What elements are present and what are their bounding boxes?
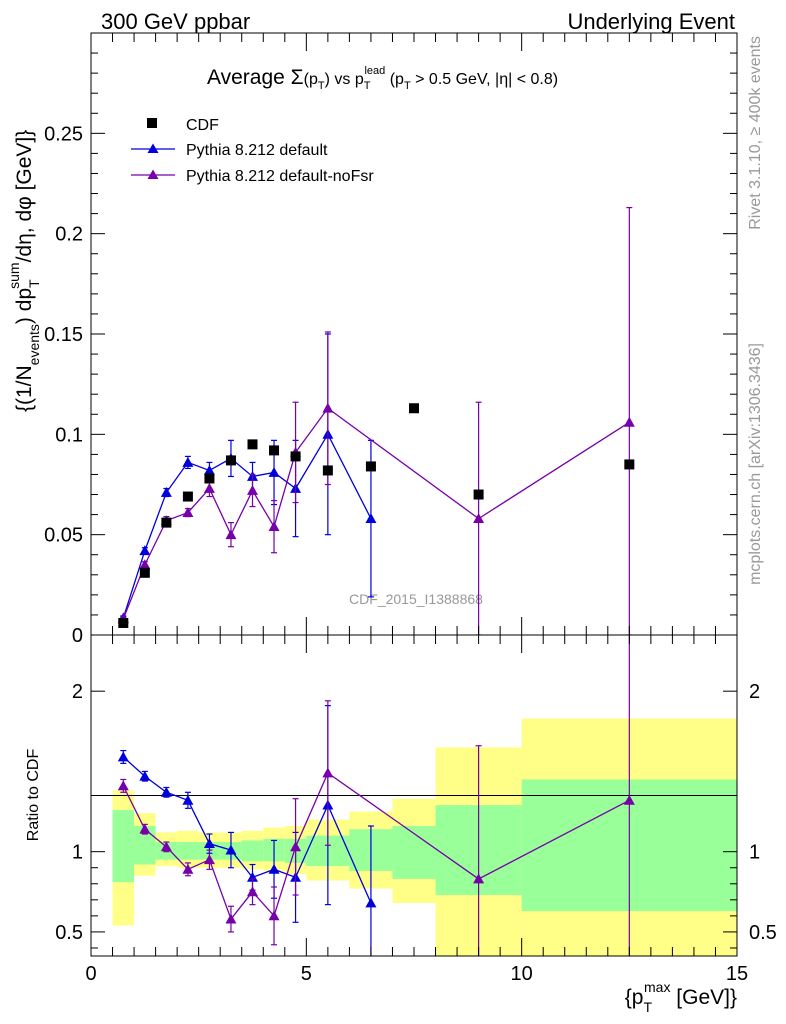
- ratio-y-tick-label: 0.5: [55, 922, 83, 944]
- main-marker-noFsr: [268, 521, 280, 532]
- ratio-y-tick-label-right: 1: [749, 842, 760, 864]
- cdf-data-point: [269, 445, 280, 456]
- ratio-marker-noFsr: [623, 794, 635, 805]
- main-marker-noFsr: [225, 529, 237, 540]
- cdf-data-point: [365, 461, 376, 472]
- main-marker-default: [203, 464, 215, 475]
- main-marker-default: [268, 466, 280, 477]
- ratio-marker-noFsr: [160, 841, 172, 852]
- y-tick-label: 0.1: [55, 424, 83, 446]
- main-line-noFsr: [122, 407, 630, 620]
- cdf-data-point: [624, 459, 635, 470]
- ratio-marker-default: [160, 786, 172, 797]
- uncertainty-band-inner: [177, 842, 199, 860]
- ratio-marker-noFsr: [203, 854, 215, 865]
- main-marker-noFsr: [473, 513, 485, 524]
- ratio-y-tick-label: 1: [72, 842, 83, 864]
- legend-label-nofsr: Pythia 8.212 default-noFsr: [186, 168, 374, 185]
- ratio-y-tick-label-right: 2: [749, 681, 760, 703]
- ratio-marker-default: [365, 897, 377, 908]
- ratio-marker-default: [117, 751, 129, 762]
- cdf-data-point: [161, 517, 172, 528]
- cdf-data-point: [290, 451, 301, 462]
- ratio-marker-default: [139, 770, 151, 781]
- uncertainty-band-inner: [112, 809, 135, 883]
- legend-label-cdf: CDF: [186, 117, 219, 134]
- ratio-marker-default: [203, 838, 215, 849]
- ratio-x-tick-label: 5: [301, 963, 312, 985]
- ratio-marker-noFsr: [322, 767, 334, 778]
- cdf-data-point: [225, 455, 236, 466]
- cdf-data-point: [182, 491, 193, 502]
- mcplots-label: mcplots.cern.ch [arXiv:1306.3436]: [747, 343, 764, 585]
- y-tick-label: 0.15: [44, 324, 83, 346]
- main-marker-noFsr: [322, 402, 334, 413]
- y-tick-label: 0.2: [55, 224, 83, 246]
- legend-marker-cdf: [147, 118, 157, 128]
- ratio-marker-noFsr: [139, 823, 151, 834]
- ratio-marker-noFsr: [290, 841, 302, 852]
- main-marker-default: [139, 545, 151, 556]
- ratio-marker-noFsr: [117, 780, 129, 791]
- cdf-data-point: [204, 473, 215, 484]
- y-tick-label: 0: [72, 625, 83, 647]
- y-tick-label: 0.25: [44, 123, 83, 145]
- ratio-marker-default: [225, 844, 237, 855]
- main-marker-default: [365, 513, 377, 524]
- main-ylabel: {(1/Nevents) dpTsum/dη, dφ [GeV]}: [6, 130, 42, 412]
- ratio-marker-default: [268, 863, 280, 874]
- main-line-default: [122, 432, 372, 619]
- main-marker-noFsr: [182, 507, 194, 517]
- analysis-watermark: CDF_2015_I1388868: [349, 591, 483, 607]
- cdf-data-point: [247, 439, 258, 450]
- ratio-xlabel: {pTmax [GeV]}: [625, 979, 737, 1015]
- ratio-marker-noFsr: [473, 873, 485, 884]
- ratio-line-noFsr: [122, 772, 630, 921]
- ratio-ylabel: Ratio to CDF: [25, 749, 42, 842]
- main-panel: Average Σ(pT) vs pTlead (pT > 0.5 GeV, |…: [6, 32, 738, 647]
- legend-marker-nofsr: [147, 169, 159, 179]
- ratio-x-tick-label: 15: [726, 963, 748, 985]
- main-marker-noFsr: [139, 559, 151, 570]
- main-marker-noFsr: [623, 416, 635, 427]
- ratio-marker-noFsr: [182, 863, 194, 874]
- legend-label-default: Pythia 8.212 default: [186, 142, 328, 159]
- uncertainty-band-inner: [241, 840, 264, 862]
- ratio-marker-noFsr: [268, 910, 280, 921]
- main-marker-noFsr: [247, 485, 258, 495]
- cdf-data-point: [118, 617, 129, 628]
- cdf-data-point: [139, 567, 150, 578]
- ratio-marker-default: [182, 794, 194, 805]
- ratio-marker-noFsr: [247, 886, 258, 897]
- rivet-label: Rivet 3.1.10, ≥ 400k events: [747, 36, 764, 230]
- ratio-x-tick-label: 0: [85, 963, 96, 985]
- cdf-data-point: [322, 465, 333, 476]
- main-title: Average Σ(pT) vs pTlead (pT > 0.5 GeV, |…: [207, 65, 558, 92]
- ratio-x-tick-label: 10: [511, 963, 533, 985]
- cdf-data-point: [473, 489, 484, 500]
- ratio-y-tick-label: 2: [72, 681, 83, 703]
- header-right: Underlying Event: [567, 9, 735, 34]
- uncertainty-band-inner: [134, 825, 156, 865]
- cdf-data-point: [409, 403, 419, 414]
- ratio-y-tick-label-right: 0.5: [749, 922, 777, 944]
- legend: CDF Pythia 8.212 default Pythia 8.212 de…: [131, 117, 374, 185]
- main-marker-default: [182, 456, 194, 467]
- ratio-panel: 0.5 0.5 1 1 2 2 0 5 10 15 Ratio to CDF {pTmax [Ge…: [25, 634, 777, 1015]
- main-marker-default: [160, 487, 172, 497]
- y-tick-label: 0.05: [44, 525, 83, 547]
- uncertainty-band-inner: [392, 825, 436, 879]
- legend-marker-default: [147, 143, 159, 153]
- header-left: 300 GeV ppbar: [101, 9, 250, 34]
- ratio-marker-noFsr: [225, 913, 237, 924]
- main-marker-noFsr: [203, 483, 215, 493]
